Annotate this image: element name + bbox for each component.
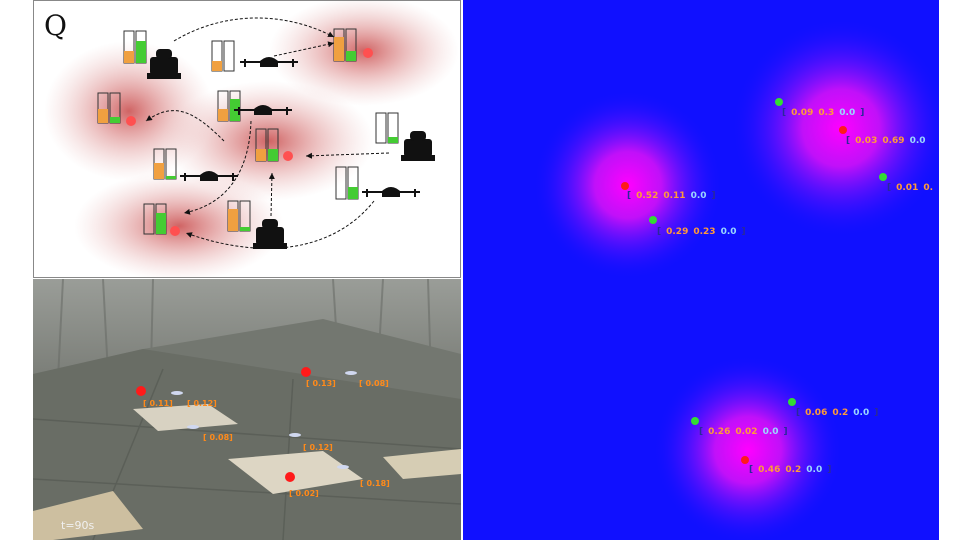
agent-dot [879, 173, 887, 181]
heatmap-value-label: [0.03 0.69 0.0 [846, 136, 926, 146]
heatmap-value-label: [0.52 0.11 0.0] [627, 191, 716, 201]
photo-value-label: [ 0.02] [289, 489, 319, 498]
drone-icon [362, 187, 420, 197]
landing-pad [133, 404, 238, 431]
resource-bars [211, 40, 235, 72]
photo-value-label: [ 0.12] [303, 443, 333, 452]
goal-dot [136, 386, 146, 396]
resource-bars [335, 166, 359, 200]
resource-bars [123, 30, 147, 64]
goal-dot [285, 472, 295, 482]
landing-pad [228, 451, 363, 494]
diagram-label: Q [44, 9, 67, 42]
landing-pad [383, 449, 461, 479]
goal-dot [741, 456, 749, 464]
goal-dot [283, 151, 293, 161]
heatmap-value-label: [0.29 0.23 0.0] [657, 227, 746, 237]
path-arrow [183, 120, 252, 215]
heatmap-value-label: [0.26 0.02 0.0] [699, 427, 788, 437]
ground-robot-icon [147, 49, 181, 79]
photo-value-label: [ 0.18] [360, 479, 390, 488]
arena-scene [33, 279, 461, 540]
path-arrow [173, 17, 335, 42]
drone-icon [234, 105, 292, 115]
goal-dot [621, 182, 629, 190]
drone-icon [240, 57, 298, 67]
drone-markers [171, 371, 357, 469]
resource-bars [97, 92, 121, 124]
density-peak [731, 18, 939, 238]
density-blob [164, 81, 374, 201]
photo-value-label: [ 0.12] [187, 399, 217, 408]
goal-dot [126, 116, 136, 126]
density-peak [653, 355, 843, 540]
resource-bars [333, 28, 357, 62]
path-arrow [268, 172, 275, 217]
heatmap-value-label: [0.06 0.2 0.0] [796, 408, 879, 418]
photo-value-label: [ 0.13] [306, 379, 336, 388]
photo-value-label: [ 0.08] [359, 379, 389, 388]
path-arrow [305, 152, 390, 159]
density-blob [74, 171, 284, 277]
resource-bars [153, 148, 177, 180]
agent-dot [788, 398, 796, 406]
resource-bars [255, 128, 279, 162]
goal-dot [301, 367, 311, 377]
heatmap-value-label: [0.09 0.3 0.0] [782, 108, 865, 118]
goal-dot [839, 126, 847, 134]
path-arrow [273, 41, 335, 57]
resource-bars [227, 200, 251, 232]
resource-bars [375, 112, 399, 144]
agent-dot [691, 417, 699, 425]
resource-bars [143, 203, 167, 235]
ground-robot-icon [253, 219, 287, 249]
photo-value-label: [ 0.11] [143, 399, 173, 408]
diagram-canvas [44, 1, 459, 277]
path-arrow [145, 110, 225, 142]
drone-icon [180, 171, 238, 181]
landing-pad [33, 491, 143, 540]
density-heatmap: [0.09 0.3 0.0] [0.03 0.69 0.0 [0.01 0. [0.52 0… [463, 0, 939, 540]
agent-dot [649, 216, 657, 224]
ground-robot-icon [401, 131, 435, 161]
schematic-diagram: Q [33, 0, 461, 278]
goal-dot [363, 48, 373, 58]
arena-photo: [ 0.13] [ 0.08] [ 0.11] [ 0.12] [ 0.08] … [33, 279, 461, 540]
photo-value-label: [ 0.08] [203, 433, 233, 442]
goal-dot [170, 226, 180, 236]
heatmap-value-label: [0.01 0. [887, 183, 934, 193]
timestamp: t=90s [61, 519, 95, 532]
heatmap-value-label: [0.46 0.2 0.0] [749, 465, 832, 475]
agent-dot [775, 98, 783, 106]
heatmap-canvas [533, 18, 939, 540]
